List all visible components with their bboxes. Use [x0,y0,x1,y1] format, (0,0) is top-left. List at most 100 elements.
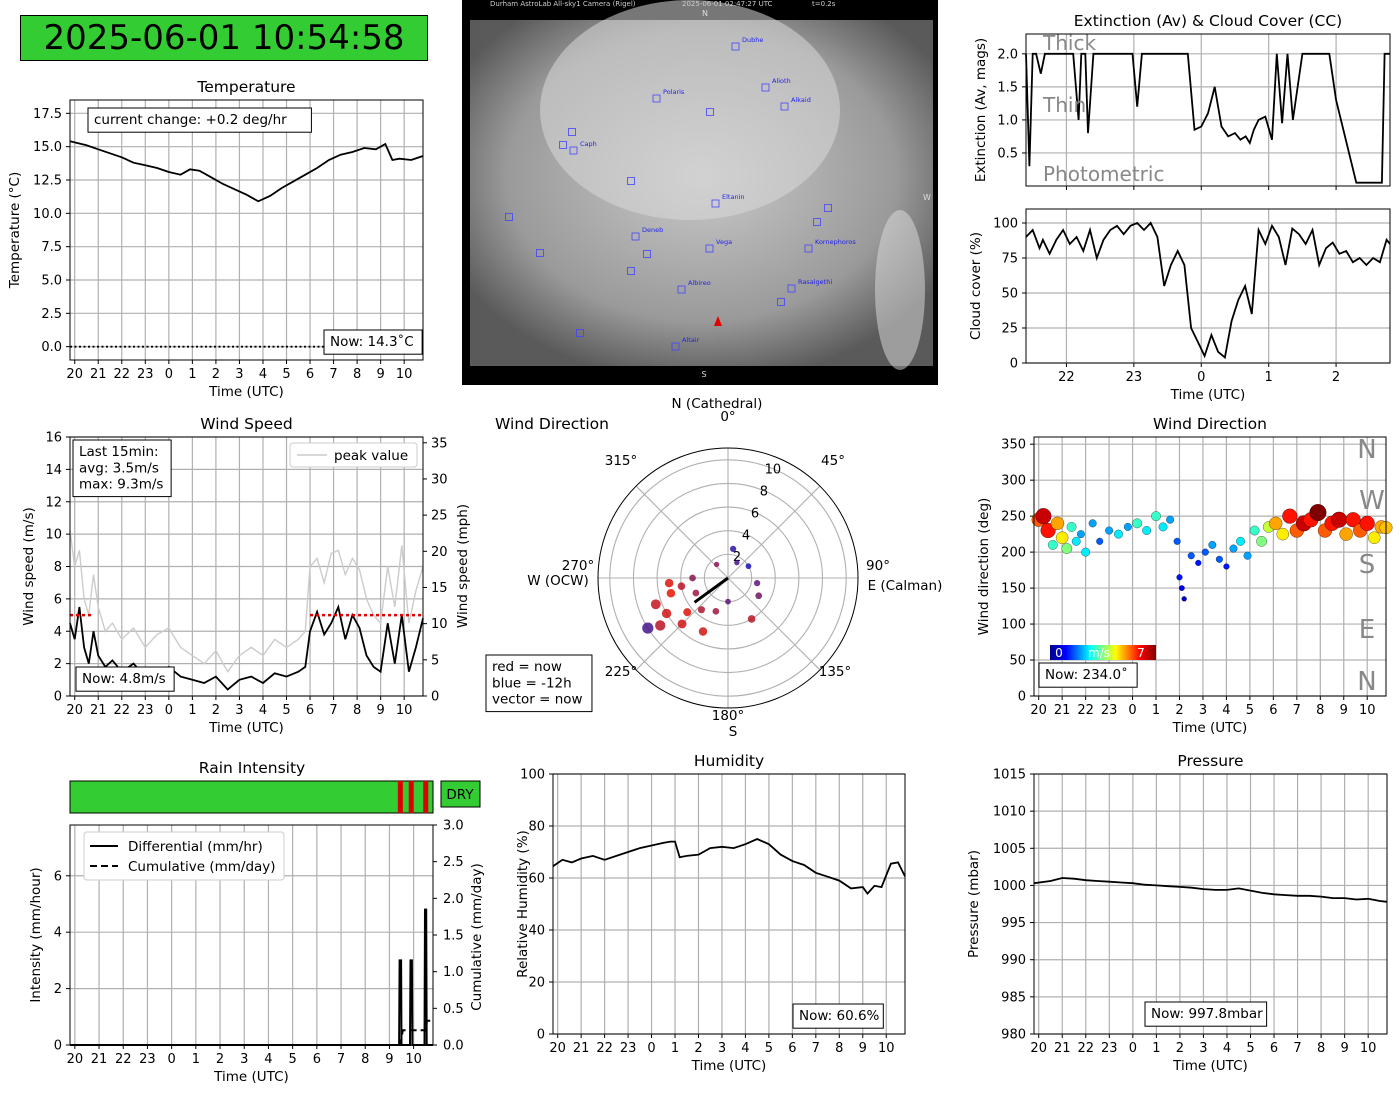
x-tick-label: 8 [835,1041,843,1056]
star-marker [569,146,578,155]
chart-title: Humidity [694,752,764,770]
star-label: Alioth [772,77,791,85]
pressure-now-box-frame [1144,1001,1268,1027]
x-tick-label: 10 [878,1041,895,1056]
x-tick-label: 6 [306,703,314,718]
temperature-change-box: current change: +0.2 deg/hr [87,107,312,133]
wind-direction-point [1195,559,1202,566]
star-marker [652,94,661,103]
colorbar-max-label: 7 [1137,646,1145,660]
dome-edge-glare [875,210,925,370]
wind-direction-point [1040,522,1056,539]
x-tick-label: 9 [376,367,384,382]
wind-point [666,589,676,598]
wind-stats-box-line: max: 9.3m/s [79,477,163,493]
wind-point [689,574,696,582]
angle-label: 180° [712,708,745,724]
differential-series [70,908,433,1046]
y-tick-label: 350 [1001,438,1026,453]
cloud-cover-chart-plot-area [1026,209,1390,363]
wind-direction-point [1282,508,1298,524]
wind-peak-series [69,530,424,673]
utc-clock: 2025-06-01 10:54:58 [20,15,428,61]
y-tick-label: 0.0 [41,340,62,355]
dome-reflection [540,0,840,220]
star-label: Dubhe [742,36,763,44]
wind-direction-now-box-frame [1038,662,1138,688]
pressure-chart-plot-area [1034,774,1387,1034]
camera-west-label: W [923,193,931,202]
legend-frame [289,442,418,468]
wind-vector [693,576,729,604]
wind-point [712,607,720,615]
x-tick-label: 2 [694,1041,702,1056]
wind-point [745,563,752,570]
polar-frame [597,447,859,709]
humidity-now-box-line: Now: 60.6% [799,1008,880,1024]
y-tick-label: 990 [1001,953,1026,968]
x-axis-label: Time (UTC) [1172,720,1248,736]
compass-label: W [1359,486,1385,516]
x-tick-label: 0 [167,1052,175,1067]
chart-title: Wind Direction [495,415,609,433]
wind-direction-point [1173,537,1181,545]
x-tick-label: 0 [1129,1041,1137,1056]
star-marker [568,128,576,136]
x-axis-label: Time (UTC) [1172,1058,1248,1074]
x-tick-label: 21 [90,367,107,382]
star-label: Kornephoros [815,238,856,246]
y-right-tick-label: 35 [431,436,448,451]
x-tick-label: 5 [282,367,290,382]
x-tick-label: 10 [405,1052,422,1067]
x-tick-label: 22 [113,703,130,718]
y-tick-label: 1.0 [997,113,1018,128]
star-marker [711,199,720,208]
radial-tick-label: 4 [742,528,750,543]
y-axis-label: Cloud cover (%) [968,232,984,340]
y-tick-label: 2.0 [997,47,1018,62]
chart-title: Rain Intensity [199,759,305,777]
y-tick-label: 0 [54,690,62,705]
y-tick-label: 16 [45,431,62,446]
y-tick-label: 1015 [993,768,1026,783]
y-right-tick-label: 25 [431,509,448,524]
star-marker [631,232,640,241]
wind-point [692,589,700,597]
x-tick-label: 6 [788,1041,796,1056]
x-tick-label: 7 [337,1052,345,1067]
star-marker [536,249,544,257]
x-tick-label: 7 [1293,703,1301,718]
wind-point [683,608,692,617]
angle-label: 270° [562,558,595,574]
compass-north: N (Cathedral) [672,396,763,412]
star-label: Deneb [642,226,663,234]
angle-label: 45° [821,453,845,469]
chart-title: Wind Direction [1153,415,1267,433]
x-tick-label: 23 [620,1041,637,1056]
star-label: Eltanin [722,193,745,201]
y-tick-label: 14 [45,463,62,478]
extinction-series [1025,52,1390,184]
humidity-chart: 20 21 22 23 0 1 2 3 4 5 6 7 8 9 10020406080100Humidity… [515,752,906,1074]
x-tick-label: 10 [1360,1041,1377,1056]
y-tick-label: 2 [54,982,62,997]
x-tick-label: 8 [361,1052,369,1067]
wind-stats-box-frame [72,439,172,498]
x-tick-label: 20 [66,367,83,382]
star-marker [824,204,832,212]
humidity-series [552,838,906,896]
y-tick-label: 2.5 [41,307,62,322]
legend-label: Cumulative (mm/day) [128,859,276,875]
angular-gridline [727,577,821,671]
humidity-now-box: Now: 60.6% [792,1003,884,1029]
y-tick-label: 1.5 [997,80,1018,95]
star-label: Alkaid [791,96,811,104]
star-label: Altair [682,336,700,344]
y-tick-label: 80 [528,820,545,835]
camera-north-label: N [702,9,708,18]
x-tick-label: 10 [396,703,413,718]
x-tick-label: 20 [1030,1041,1047,1056]
legend-frame [83,831,285,881]
